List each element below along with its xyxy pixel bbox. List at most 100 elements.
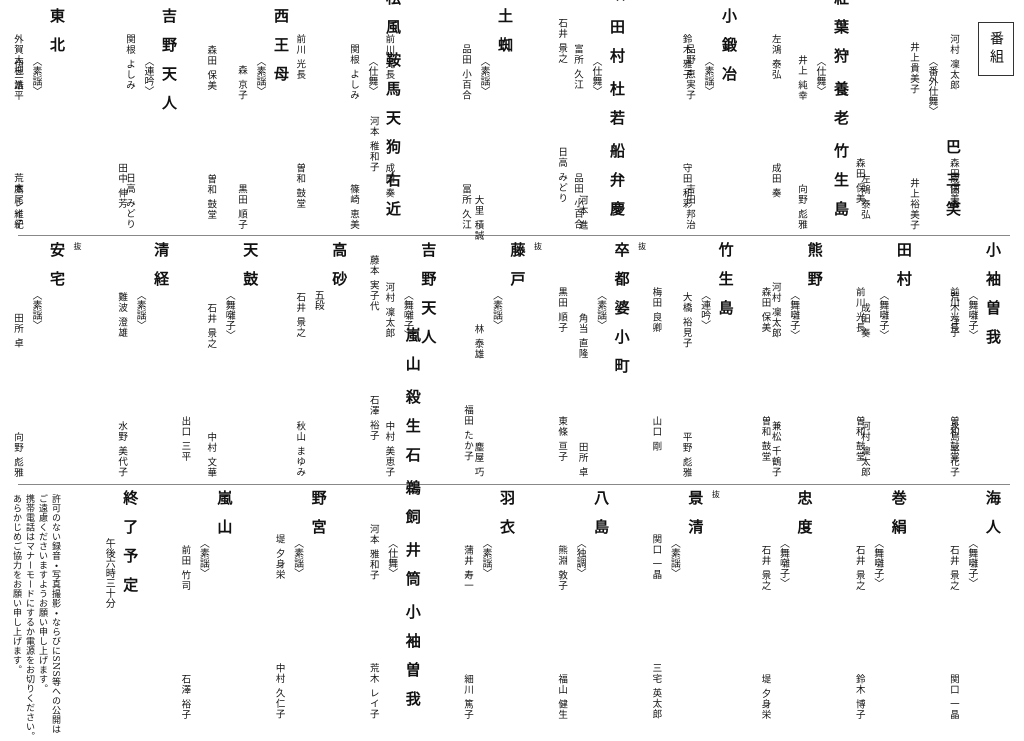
play-title: 天鼓 xyxy=(241,242,260,300)
performance-kind: 午後六時三十分 xyxy=(103,538,115,608)
performer: 中村 文華 xyxy=(205,431,217,478)
performer: 外賀 伊三雄 xyxy=(12,33,23,91)
performance-kind: ︿舞囃子﹀ xyxy=(223,290,235,340)
performer-group: 河村 凜太郎 成田 奏 左鴻 泰弘 xyxy=(857,174,871,478)
performer: 荒木 レイ子 xyxy=(12,173,23,230)
performer-group: 中村 久仁子 堤 夕身栄 xyxy=(272,490,286,720)
performer: 石井 景之 xyxy=(853,544,865,591)
performance-kind: ︿仕舞﹀ xyxy=(385,538,397,578)
performer: 永島 千花子 xyxy=(947,421,959,478)
program-item: 清経 ︿素謡﹀ 水野 美代子 難波 澄雄 田中 伸芳 xyxy=(114,163,172,478)
performer: 荒木 レイ子 xyxy=(367,663,379,720)
performer: 成田 奏 xyxy=(383,163,395,199)
play-title: 三笑 xyxy=(944,172,962,230)
play-title: 羽衣 xyxy=(497,490,516,548)
play-title: 東北 xyxy=(48,8,66,66)
performer: 堤 夕身栄 xyxy=(273,534,285,581)
play-title: 杜若 xyxy=(608,81,626,139)
title-group: 熊野 xyxy=(805,242,826,478)
title-group: 終了予定 xyxy=(120,490,141,720)
performance-kind: ︿素謡﹀ xyxy=(134,290,146,330)
performance-kind: ︿素謡﹀ xyxy=(478,56,489,96)
program-item: 東北 ︿素謡﹀ 荒木 レイ子 外賀 伊三雄 xyxy=(10,8,68,230)
performance-kind: ︿仕舞﹀ xyxy=(590,56,601,96)
title-group: 三笑巴 xyxy=(943,8,964,230)
play-title: 野宮 xyxy=(309,490,328,548)
performer: 関口 一晶 xyxy=(947,673,959,720)
program-row: 海人 ︿舞囃子﹀ 関口 一晶 石井 景之 曽和 鼓堂 前川 光長 森田 保美 巻絹 ︿舞囃子﹀ 鈴… xyxy=(10,18,1004,741)
play-title: 高砂 xyxy=(330,242,349,300)
performer: 守田 和彩 xyxy=(680,163,692,210)
performer: 大里 積誠 xyxy=(472,194,484,241)
play-title: 松風 xyxy=(384,0,402,48)
title-group: 右近鞍馬天狗松風生田敦盛 xyxy=(383,0,404,230)
performance-kind: ︿舞囃子﹀ xyxy=(871,538,883,588)
play-title: 船弁慶 xyxy=(608,143,626,230)
performer: 大橋 裕見子 xyxy=(680,292,692,349)
play-title: 竹生島 xyxy=(716,242,735,329)
play-title: 土蜘 xyxy=(496,8,514,66)
performance-kind: 五段 xyxy=(312,290,324,310)
performer: 三宅 英太郎 xyxy=(650,663,662,720)
title-group: 野宮 xyxy=(309,490,330,720)
performer-group: 三宅 英太郎 関口 一晶 山口 剛 梅田 良卿 xyxy=(648,287,662,720)
performer: 曽和 鼓堂 xyxy=(294,163,306,210)
title-group: 吉野天人 xyxy=(418,242,439,478)
performer-group: 中村 文華 石井 景之 曽和 鼓堂 森田 保美 xyxy=(203,45,217,478)
performance-kind: ︿番外仕舞﹀ xyxy=(926,56,937,116)
title-group: 天鼓 xyxy=(240,242,261,478)
program-item: 三笑巴︿番外仕舞﹀井上裕美子井上貴美子井上須美子河本 進 xyxy=(906,8,964,230)
performer: 兼松 千鶴子 xyxy=(769,421,781,478)
program-item: 抜景清 ︿素謡﹀ 三宅 英太郎 関口 一晶 山口 剛 梅田 良卿 xyxy=(648,287,721,720)
play-title: 西王母 xyxy=(272,8,290,95)
play-title: 景清 xyxy=(686,490,705,548)
performer-group: 黒田 順子森 京子松下 恵美加藤 裕子 xyxy=(234,8,248,230)
program-item: 熊野 ︿舞囃子﹀ 兼松 千鶴子 河村 凜太郎 成田 奏 左鴻 泰弘 xyxy=(768,34,826,478)
performer-group: 細川 篤子 蒲井 寿一 福田 たか子 xyxy=(460,405,474,720)
notice-line: 携帯電話はマナーモードにするか電源をお切りください。 xyxy=(24,494,34,741)
performance-kind: ︿素謡﹀ xyxy=(479,538,491,578)
performance-kind: ︿素謡﹀ xyxy=(490,290,502,330)
play-title: 竹生島 xyxy=(832,143,850,230)
title-group: 海人 xyxy=(983,490,1004,720)
performer: 左鴻 泰弘 xyxy=(769,34,781,81)
performer: 河本 雅和子 xyxy=(367,523,379,581)
title-group: 田村 xyxy=(894,242,915,478)
play-title: 紅葉狩 xyxy=(832,0,850,77)
title-group: 小鍛冶 xyxy=(719,8,740,230)
performer-group: 荒木 レイ子 河本 雅和子 石澤 裕子 藤本 実子代 河本 稚和子 xyxy=(366,116,380,720)
title-group: 巻絹 xyxy=(889,490,910,720)
performer: 曽和 鼓堂 xyxy=(947,415,959,462)
performer: 黒田 順子 xyxy=(556,286,568,333)
play-title: 海人 xyxy=(983,490,1002,548)
performer: 田所 卓 xyxy=(12,313,23,349)
performer-group: 田所 卓 角当 直隆 河本 進 xyxy=(575,195,589,478)
performer: 石澤 裕子 xyxy=(367,394,379,441)
notice-line: 許可のない録音・写真撮影・ならびにSNS等への公開は xyxy=(50,494,60,735)
performer: 出口 三平 xyxy=(179,415,191,462)
performer: 曽和 鼓堂 xyxy=(853,415,865,462)
performer: 細川 篤子 xyxy=(461,673,473,720)
play-title: 嵐山 xyxy=(403,327,422,385)
performer: 石井 景之 xyxy=(556,18,568,65)
performer-group: 石澤 裕子 前田 竹司 出口 三平 xyxy=(177,416,191,720)
performer: 曽和 鼓堂 xyxy=(205,173,217,220)
program-item: 西王母︿素謡﹀黒田 順子森 京子松下 恵美加藤 裕子 xyxy=(234,8,292,230)
play-title: 井筒 xyxy=(403,542,422,600)
program-item: 田村 ︿舞囃子﹀ 河村 凜太郎 成田 奏 左鴻 泰弘 xyxy=(857,174,915,478)
performer: 福田 たか子 xyxy=(461,405,473,462)
program-item: 海人 ︿舞囃子﹀ 関口 一晶 石井 景之 曽和 鼓堂 前川 光長 森田 保美 xyxy=(946,158,1004,720)
performance-kind: ︿素謡﹀ xyxy=(291,538,303,578)
performer: 左鴻 泰弘 xyxy=(858,173,870,220)
